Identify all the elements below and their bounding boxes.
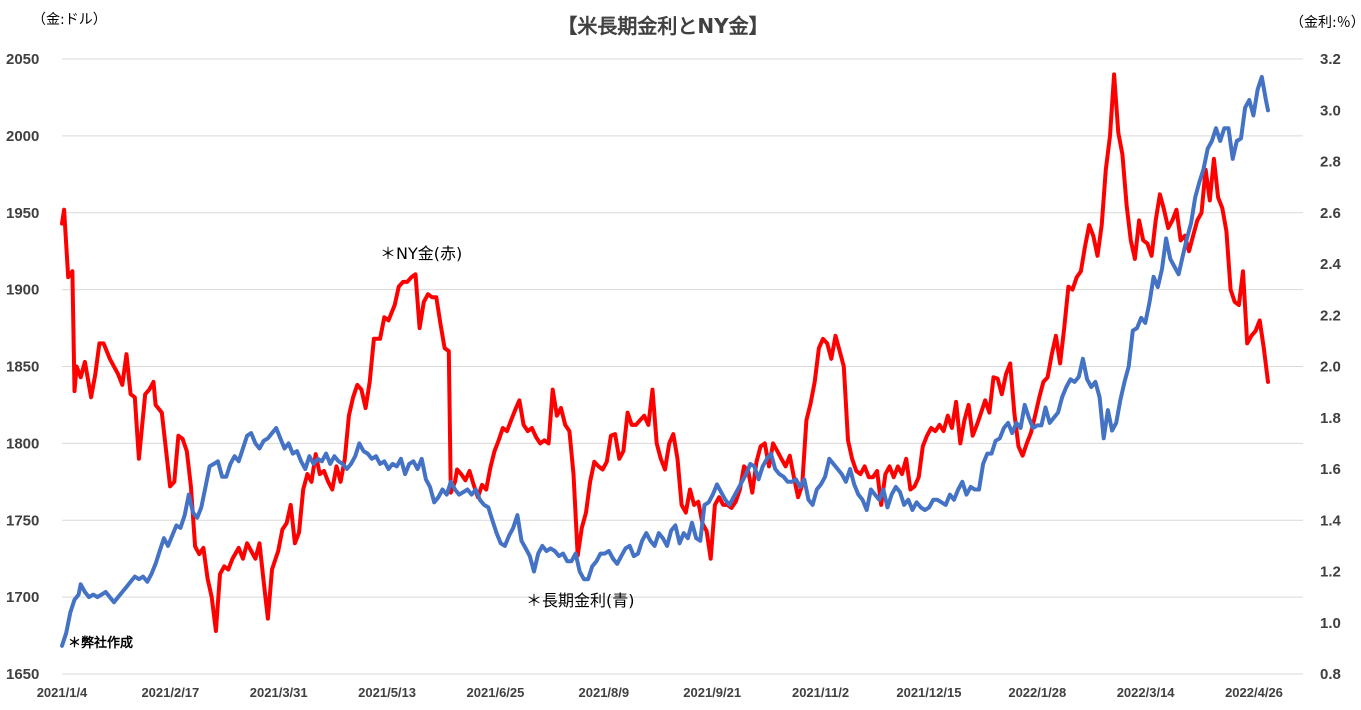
series-lines [60,72,1270,648]
left-tick-label: 1750 [6,512,39,529]
x-tick-label: 2022/4/26 [1225,685,1283,700]
x-tick-label: 2022/3/14 [1117,685,1176,700]
right-tick-label: 0.8 [1320,666,1341,683]
right-axis-unit: （金利:％） [1290,15,1361,31]
x-tick-label: 2021/6/25 [467,685,525,700]
x-tick-label: 2021/9/21 [683,685,741,700]
right-tick-label: 1.6 [1320,461,1341,478]
right-tick-label: 3.0 [1320,102,1341,119]
gold-series-line [60,72,1270,633]
left-tick-label: 2050 [6,51,39,68]
right-tick-label: 1.4 [1320,512,1342,529]
x-tick-label: 2021/5/13 [358,685,416,700]
x-tick-label: 2021/8/9 [579,685,630,700]
right-tick-label: 2.6 [1320,205,1341,222]
right-tick-label: 1.2 [1320,564,1341,581]
left-axis-ticks: 1650 1700 1750 1800 1850 1900 1950 2000 2050 [6,51,39,683]
gridlines [62,58,1303,675]
x-tick-label: 2021/3/31 [250,685,308,700]
right-tick-label: 2.0 [1320,359,1341,376]
source-note: ＊弊社作成 [68,635,133,651]
left-tick-label: 1800 [6,435,39,452]
x-tick-label: 2021/1/4 [37,685,88,700]
right-tick-label: 2.4 [1320,256,1342,273]
left-tick-label: 1950 [6,205,39,222]
gold-series-annotation: ＊NY金(赤) [380,244,462,263]
rate-series-annotation: ＊長期金利(青) [526,591,635,610]
left-tick-label: 1650 [6,666,39,683]
left-axis-unit: （金:ドル） [32,12,107,28]
right-tick-label: 2.2 [1320,307,1341,324]
right-tick-label: 2.8 [1320,154,1341,171]
rate-series-line [60,74,1270,648]
left-tick-label: 1900 [6,282,39,299]
left-tick-label: 1700 [6,589,39,606]
right-tick-label: 1.8 [1320,410,1341,427]
x-tick-label: 2021/2/17 [141,685,199,700]
x-axis-ticks: 2021/1/4 2021/2/17 2021/3/31 2021/5/13 2021/… [37,685,1283,700]
left-tick-label: 2000 [6,128,39,145]
right-tick-label: 1.0 [1320,615,1341,632]
left-tick-label: 1850 [6,359,39,376]
right-axis-ticks: 0.8 1.0 1.2 1.4 1.6 1.8 2.0 2.2 2.4 2.6 2.8 3.0 3.2 [1320,51,1342,683]
chart-title: 【米長期金利とNY金】 [557,14,768,38]
x-tick-label: 2021/12/15 [896,685,961,700]
right-tick-label: 3.2 [1320,51,1341,68]
x-tick-label: 2022/1/28 [1008,685,1066,700]
x-tick-label: 2021/11/2 [792,685,849,700]
